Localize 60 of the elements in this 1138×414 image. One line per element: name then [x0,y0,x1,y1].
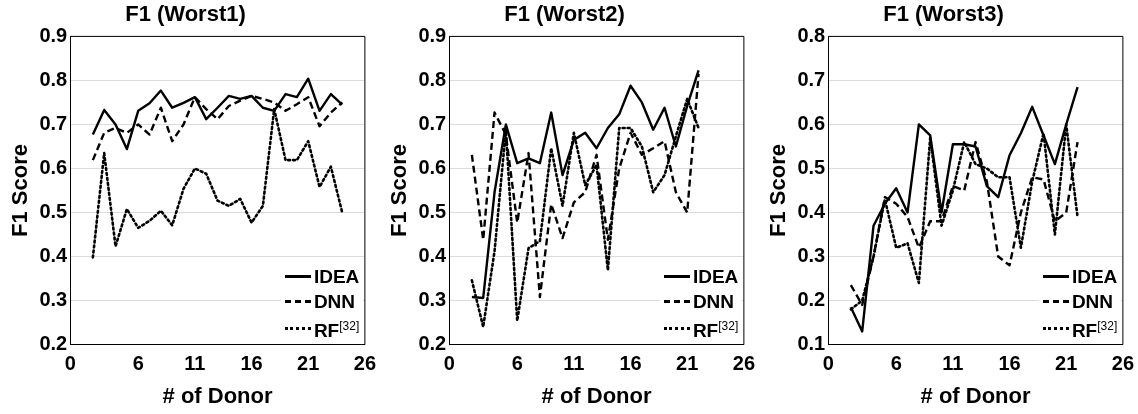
chart-title: F1 (Worst1) [125,1,246,27]
y-tick-label: 0.7 [797,67,826,90]
legend-label: DNN [692,289,735,314]
x-tick-label: 11 [563,352,585,375]
x-axis-title: # of Donor [162,382,273,408]
legend-label: IDEA [1071,264,1118,289]
y-axis-title: F1 Score [386,144,412,237]
y-tick-label: 0.8 [418,67,447,90]
y-tick-label: 0.4 [39,244,69,267]
x-tick-label: 26 [353,352,376,375]
x-axis-title: # of Donor [920,382,1031,408]
legend-label: IDEA [692,264,739,289]
legend-label: DNN [1071,289,1114,314]
y-tick-label: 0.7 [418,111,447,134]
y-tick-label: 0.8 [39,67,68,90]
x-tick-label: 16 [240,352,263,375]
y-tick-label: 0.2 [797,288,826,311]
y-tick-label: 0.6 [39,156,68,178]
chart-title: F1 (Worst2) [504,1,625,27]
x-tick-label: 16 [998,352,1021,375]
y-axis-title: F1 Score [7,144,33,237]
x-tick-label: 21 [297,352,320,375]
legend-label: RF$^{[32]}$ [1071,317,1118,343]
y-tick-label: 0.5 [418,200,447,223]
x-tick-label: 21 [676,352,699,375]
y-axis-title: F1 Score [765,144,791,237]
y-tick-label: 0.8 [797,23,826,46]
y-tick-label: 0.9 [418,23,447,46]
x-tick-label: 0 [822,352,834,375]
y-tick-label: 0.3 [39,288,68,311]
x-tick-label: 16 [619,352,642,375]
y-tick-label: 0.7 [39,111,68,134]
legend-label: IDEA [313,264,360,289]
y-tick-label: 0.5 [797,156,826,178]
y-tick-label: 0.3 [418,288,447,311]
x-tick-label: 26 [732,352,755,375]
x-tick-label: 21 [1055,352,1078,375]
legend-label: DNN [313,289,356,314]
x-tick-label: 6 [511,352,523,375]
x-tick-label: 11 [942,352,964,375]
x-tick-label: 0 [64,352,76,375]
y-tick-label: 0.4 [797,200,827,223]
y-tick-label: 0.3 [797,244,826,267]
y-tick-label: 0.1 [797,332,826,355]
x-tick-label: 6 [890,352,902,375]
x-tick-label: 6 [132,352,144,375]
y-tick-label: 0.6 [797,111,826,134]
x-tick-label: 11 [184,352,206,375]
y-tick-label: 0.6 [418,156,447,178]
legend-label: RF$^{[32]}$ [313,317,360,343]
y-tick-label: 0.2 [418,332,447,355]
y-tick-label: 0.5 [39,200,68,223]
legend-label: RF$^{[32]}$ [692,317,739,343]
y-tick-label: 0.9 [39,23,68,46]
y-tick-label: 0.4 [418,244,448,267]
y-tick-label: 0.2 [39,332,68,355]
x-axis-title: # of Donor [541,382,652,408]
x-tick-label: 0 [443,352,455,375]
chart-title: F1 (Worst3) [883,1,1004,27]
x-tick-label: 26 [1111,352,1134,375]
